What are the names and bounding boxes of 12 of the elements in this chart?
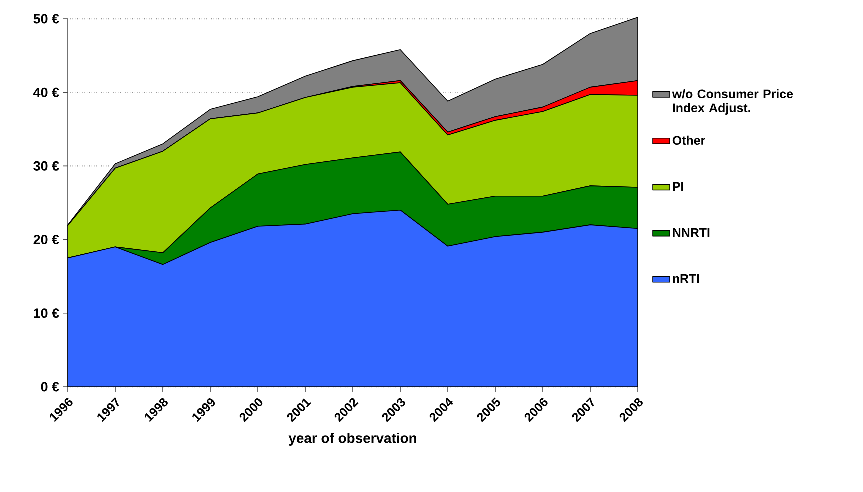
legend-label: PI xyxy=(673,182,684,191)
y-tick-label: 10 € xyxy=(34,308,60,318)
legend-label: NNRTI xyxy=(673,228,710,238)
y-tick-label: 20 € xyxy=(34,235,60,245)
y-tick-label: 0 € xyxy=(41,382,60,392)
y-tick-label: 30 € xyxy=(34,161,60,171)
y-tick-label: 50 € xyxy=(34,14,60,24)
x-axis-title: year of observation xyxy=(288,433,416,446)
legend-label: Other xyxy=(672,136,706,146)
legend-label: nRTI xyxy=(673,274,700,284)
legend-label: w/o Consumer Price Index Adjust. xyxy=(672,89,794,115)
y-tick-label: 40 € xyxy=(34,88,60,98)
